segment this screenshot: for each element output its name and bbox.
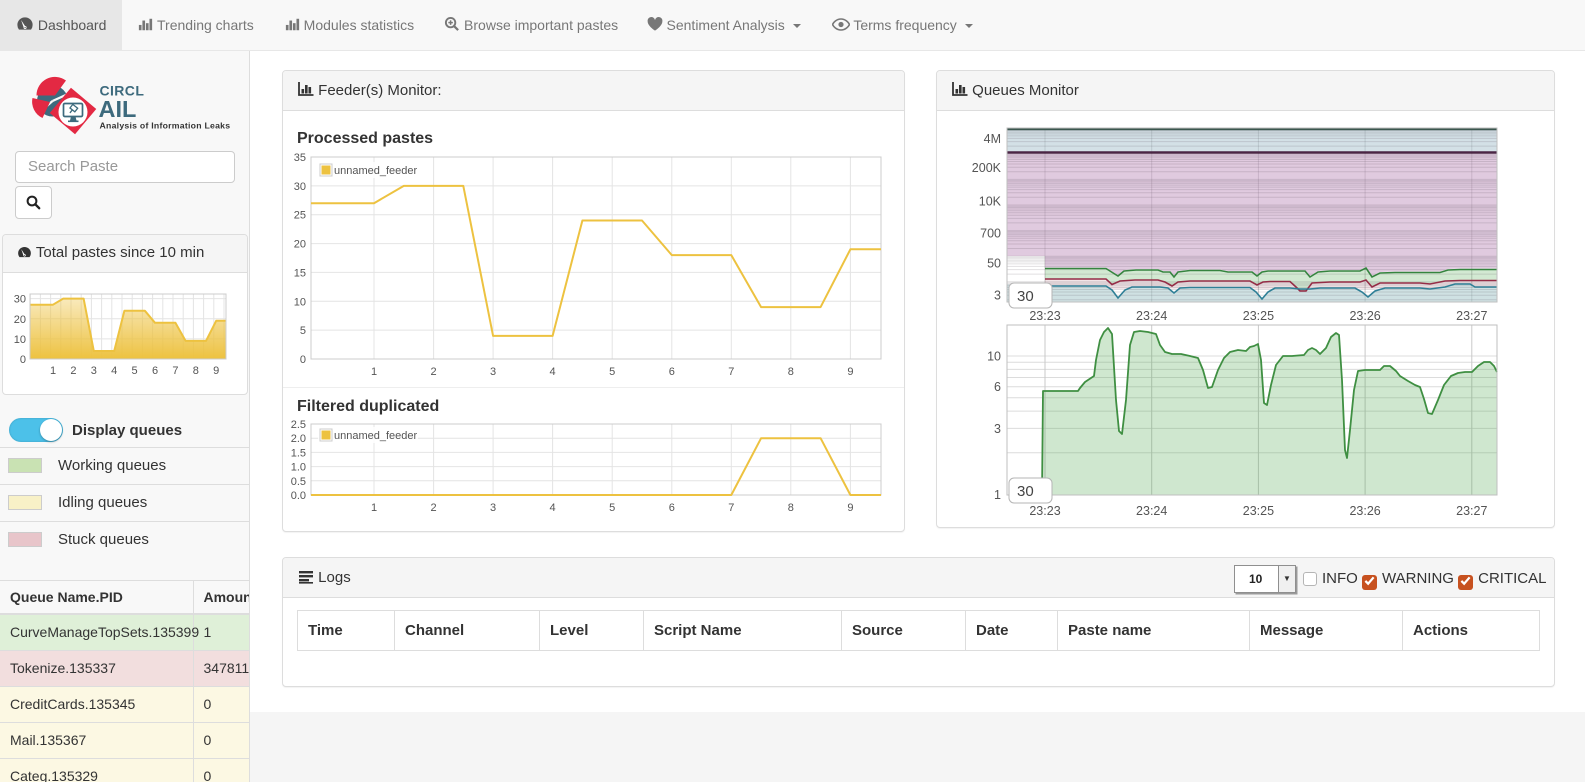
svg-text:5: 5 bbox=[609, 502, 615, 514]
svg-text:1.0: 1.0 bbox=[291, 462, 306, 474]
svg-text:2: 2 bbox=[431, 366, 437, 378]
svg-text:4M: 4M bbox=[984, 132, 1001, 146]
svg-text:23:26: 23:26 bbox=[1349, 504, 1380, 518]
svg-text:2.5: 2.5 bbox=[291, 419, 306, 431]
svg-text:5: 5 bbox=[132, 365, 138, 377]
svg-text:7: 7 bbox=[728, 366, 734, 378]
svg-text:50: 50 bbox=[987, 257, 1001, 271]
svg-text:3: 3 bbox=[994, 422, 1001, 436]
svg-text:0: 0 bbox=[20, 354, 26, 366]
svg-text:8: 8 bbox=[193, 365, 199, 377]
svg-text:1: 1 bbox=[994, 488, 1001, 502]
svg-text:0.0: 0.0 bbox=[291, 490, 306, 502]
svg-text:20: 20 bbox=[14, 314, 26, 326]
svg-text:23:24: 23:24 bbox=[1136, 504, 1167, 518]
svg-text:9: 9 bbox=[847, 502, 853, 514]
svg-text:25: 25 bbox=[294, 210, 306, 222]
svg-text:2: 2 bbox=[70, 365, 76, 377]
svg-text:3: 3 bbox=[994, 289, 1001, 303]
svg-text:10: 10 bbox=[987, 350, 1001, 364]
svg-text:5: 5 bbox=[609, 366, 615, 378]
svg-text:5: 5 bbox=[300, 325, 306, 337]
svg-text:7: 7 bbox=[172, 365, 178, 377]
svg-text:23:27: 23:27 bbox=[1456, 504, 1487, 518]
svg-text:0.5: 0.5 bbox=[291, 476, 306, 488]
svg-text:8: 8 bbox=[788, 366, 794, 378]
svg-text:CIRCL: CIRCL bbox=[100, 83, 145, 99]
svg-text:30: 30 bbox=[294, 181, 306, 193]
svg-text:6: 6 bbox=[669, 366, 675, 378]
svg-text:35: 35 bbox=[294, 152, 306, 164]
svg-text:unnamed_feeder: unnamed_feeder bbox=[334, 430, 418, 442]
svg-text:23:24: 23:24 bbox=[1136, 309, 1167, 323]
svg-text:1: 1 bbox=[50, 365, 56, 377]
svg-text:unnamed_feeder: unnamed_feeder bbox=[334, 165, 418, 177]
svg-text:4: 4 bbox=[550, 502, 556, 514]
svg-text:0: 0 bbox=[300, 354, 306, 366]
svg-text:23:25: 23:25 bbox=[1243, 309, 1274, 323]
svg-text:9: 9 bbox=[847, 366, 853, 378]
svg-text:30: 30 bbox=[1017, 288, 1034, 305]
svg-text:2.0: 2.0 bbox=[291, 433, 306, 445]
svg-text:200K: 200K bbox=[972, 161, 1002, 175]
svg-text:6: 6 bbox=[152, 365, 158, 377]
svg-text:4: 4 bbox=[111, 365, 117, 377]
svg-text:1.5: 1.5 bbox=[291, 447, 306, 459]
svg-text:4: 4 bbox=[550, 366, 556, 378]
svg-text:23:25: 23:25 bbox=[1243, 504, 1274, 518]
svg-text:10: 10 bbox=[294, 296, 306, 308]
svg-text:1: 1 bbox=[371, 502, 377, 514]
svg-text:1: 1 bbox=[371, 366, 377, 378]
svg-text:23:23: 23:23 bbox=[1029, 309, 1060, 323]
svg-text:6: 6 bbox=[669, 502, 675, 514]
svg-text:9: 9 bbox=[213, 365, 219, 377]
svg-text:AIL: AIL bbox=[99, 96, 137, 122]
svg-text:3: 3 bbox=[490, 366, 496, 378]
svg-text:6: 6 bbox=[994, 380, 1001, 394]
svg-text:15: 15 bbox=[294, 267, 306, 279]
svg-text:8: 8 bbox=[788, 502, 794, 514]
svg-text:10: 10 bbox=[14, 334, 26, 346]
svg-text:20: 20 bbox=[294, 239, 306, 251]
svg-text:30: 30 bbox=[14, 294, 26, 306]
svg-text:3: 3 bbox=[490, 502, 496, 514]
svg-text:10K: 10K bbox=[979, 195, 1002, 209]
svg-text:30: 30 bbox=[1017, 483, 1034, 500]
svg-text:3: 3 bbox=[91, 365, 97, 377]
svg-text:2: 2 bbox=[431, 502, 437, 514]
svg-text:23:23: 23:23 bbox=[1029, 504, 1060, 518]
svg-text:Analysis of Information Leaks: Analysis of Information Leaks bbox=[100, 121, 231, 131]
svg-text:23:27: 23:27 bbox=[1456, 309, 1487, 323]
svg-text:7: 7 bbox=[728, 502, 734, 514]
svg-text:23:26: 23:26 bbox=[1349, 309, 1380, 323]
svg-text:700: 700 bbox=[980, 227, 1001, 241]
